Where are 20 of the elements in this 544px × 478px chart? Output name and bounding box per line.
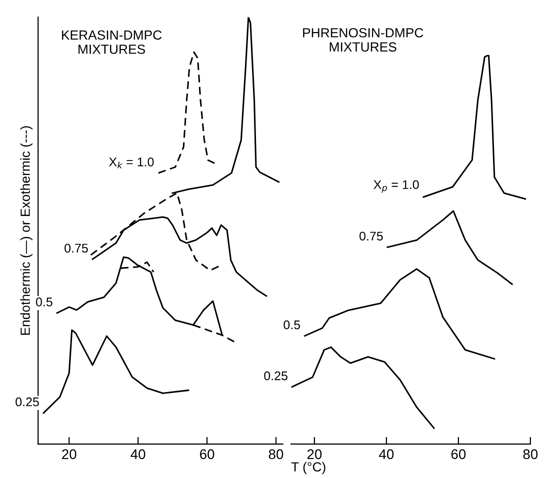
x-tick-label: 80 [523,449,538,460]
series-label: 0.75 [64,244,88,253]
x-tick-label: 40 [379,449,394,460]
series-label: X$_{p}$ = 1.0 [374,180,419,193]
text: KERASIN-DMPC MIXTURES [62,30,162,54]
y-axis-title: Endothermic (—) or Exothermic (---) [20,126,33,335]
series-label: 0.25 [264,371,288,380]
x-tick-label: 80 [268,449,284,460]
series-label: 0.25 [16,397,39,406]
x-tick-label: 40 [130,449,146,460]
x-tick-label: 20 [307,449,322,460]
x-axis-title: T (°C) [291,462,326,474]
series-label: X$_{k}$ = 1.0 [109,158,154,168]
x-tick-label: 20 [62,449,76,460]
x-tick-label: 60 [451,449,466,460]
series-label: 0.5 [284,320,300,330]
chart-title: PHRENOSIN-DMPC MIXTURES [303,28,424,52]
x-tick-label: 60 [200,449,214,460]
series-label: 0.75 [360,232,383,241]
series-label: 0.5 [36,298,52,306]
